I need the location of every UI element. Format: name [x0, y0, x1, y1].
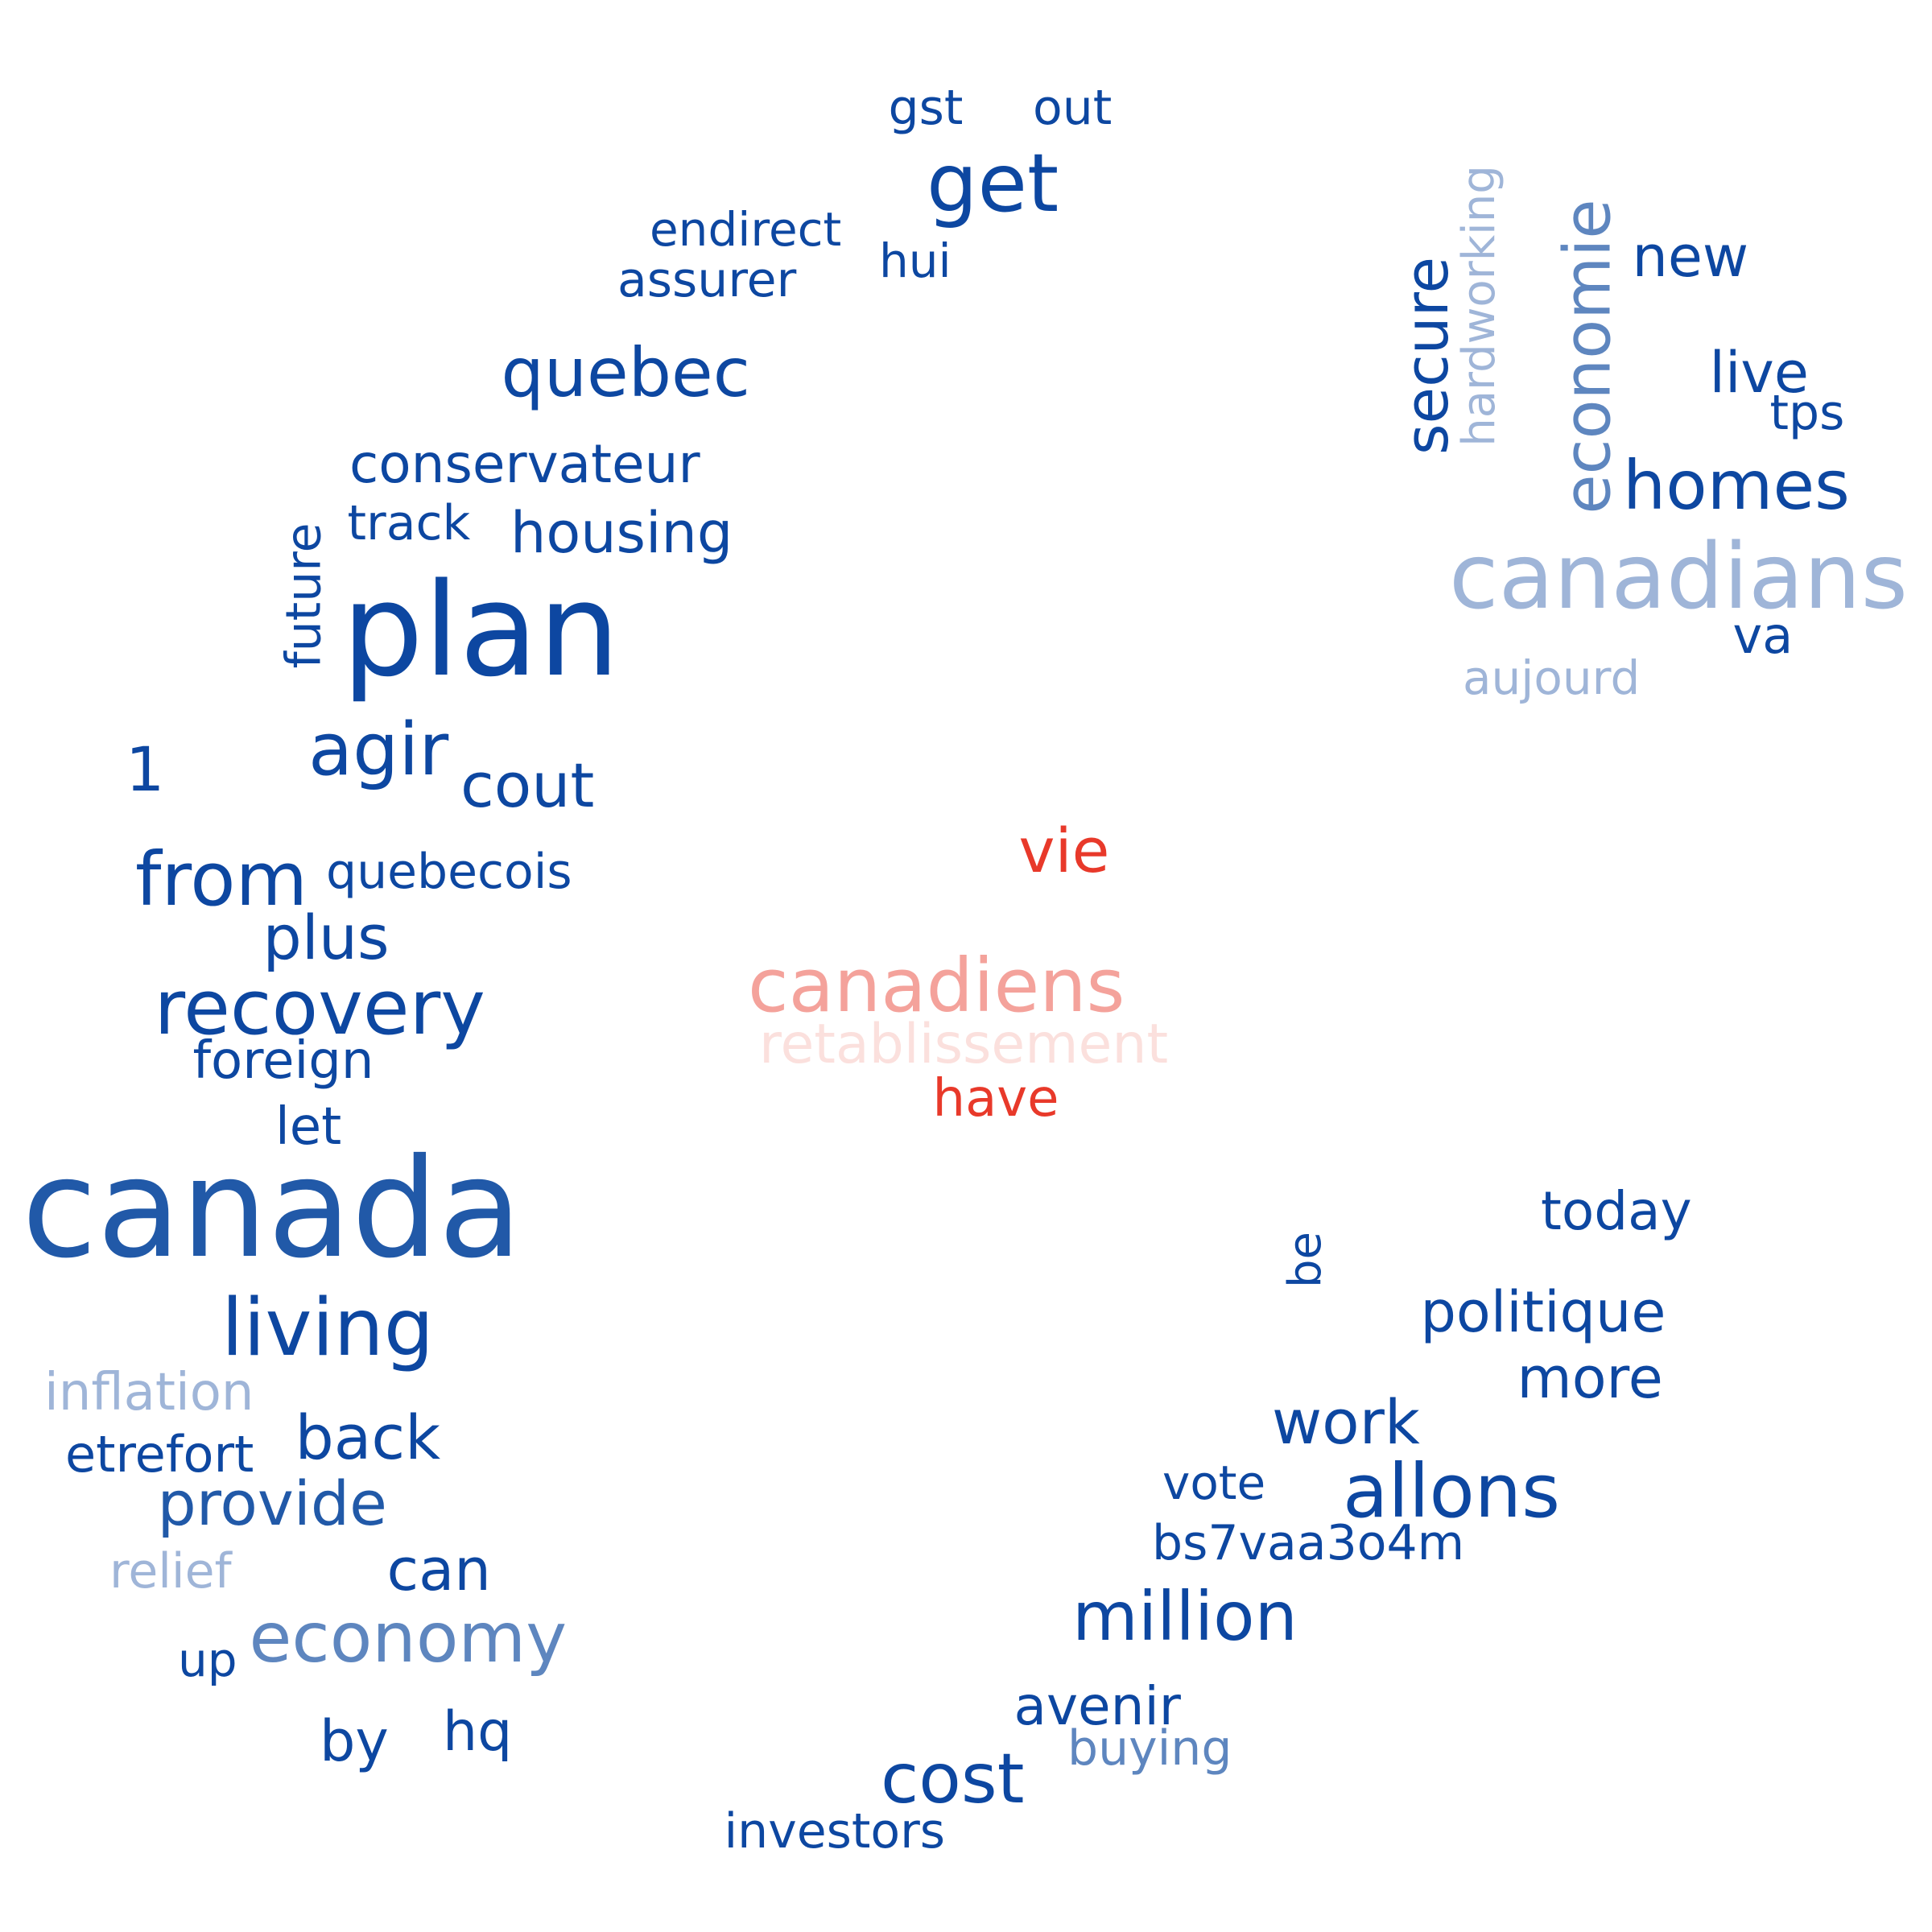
word-hardworking: hardworking: [1452, 165, 1505, 447]
word-economie: economie: [1550, 199, 1625, 514]
word-from: from: [135, 836, 308, 923]
word-homes: homes: [1623, 446, 1850, 525]
word-inflation: inflation: [44, 1363, 254, 1422]
word-provide: provide: [157, 1468, 387, 1539]
word-living: living: [221, 1282, 434, 1374]
word-assurer: assurer: [617, 252, 797, 308]
word-etrefort: etrefort: [65, 1425, 254, 1484]
word-track: track: [347, 495, 471, 551]
word-tps: tps: [1769, 385, 1845, 441]
word-canadiens: canadiens: [748, 943, 1125, 1029]
word-cout: cout: [460, 749, 595, 821]
word-work: work: [1272, 1386, 1420, 1458]
word-recovery: recovery: [154, 964, 485, 1052]
word-plan: plan: [341, 555, 620, 705]
word-hui: hui: [879, 233, 952, 288]
word-canadians: canadians: [1449, 525, 1909, 630]
word-let: let: [275, 1097, 342, 1157]
word-back: back: [295, 1402, 441, 1473]
word-aujourd: aujourd: [1463, 650, 1641, 705]
word-quebec: quebec: [501, 333, 750, 412]
word-agir: agir: [308, 708, 449, 792]
word-out: out: [1033, 80, 1113, 136]
word-by: by: [320, 1708, 389, 1774]
word-more: more: [1517, 1345, 1663, 1411]
word-investors: investors: [724, 1803, 946, 1860]
word-va: va: [1732, 606, 1794, 665]
word-conservateur: conservateur: [349, 433, 700, 495]
word-canada: canada: [22, 1129, 522, 1289]
word-bs7vaa3o4m: bs7vaa3o4m: [1152, 1515, 1465, 1571]
word-have: have: [932, 1069, 1059, 1129]
word-economy: economy: [249, 1598, 568, 1678]
word-politique: politique: [1420, 1279, 1666, 1345]
word-million: million: [1072, 1577, 1298, 1656]
word-housing: housing: [510, 500, 733, 566]
word-hq: hq: [443, 1700, 513, 1764]
word-cost: cost: [881, 1739, 1025, 1819]
word-buying: buying: [1067, 1720, 1232, 1777]
word-vie: vie: [1018, 815, 1110, 886]
word-live: live: [1709, 340, 1809, 406]
word-1: 1: [126, 733, 165, 805]
word-new: new: [1632, 224, 1749, 290]
word-endirect: endirect: [650, 202, 842, 257]
word-vote: vote: [1162, 1455, 1266, 1510]
word-gst: gst: [888, 80, 964, 136]
word-future: future: [275, 522, 332, 669]
word-can: can: [386, 1536, 491, 1604]
word-relief: relief: [109, 1543, 232, 1600]
word-avenir: avenir: [1013, 1675, 1181, 1737]
word-be: be: [1279, 1232, 1331, 1288]
word-quebecois: quebecois: [326, 844, 572, 900]
word-up: up: [178, 1633, 237, 1687]
word-get: get: [927, 136, 1059, 230]
word-secure: secure: [1393, 257, 1462, 455]
word-foreign: foreign: [192, 1031, 374, 1091]
word-allons: allons: [1343, 1448, 1561, 1534]
word-retablissement: retablissement: [759, 1013, 1169, 1076]
word-plus: plus: [262, 902, 390, 973]
word-today: today: [1541, 1180, 1692, 1242]
